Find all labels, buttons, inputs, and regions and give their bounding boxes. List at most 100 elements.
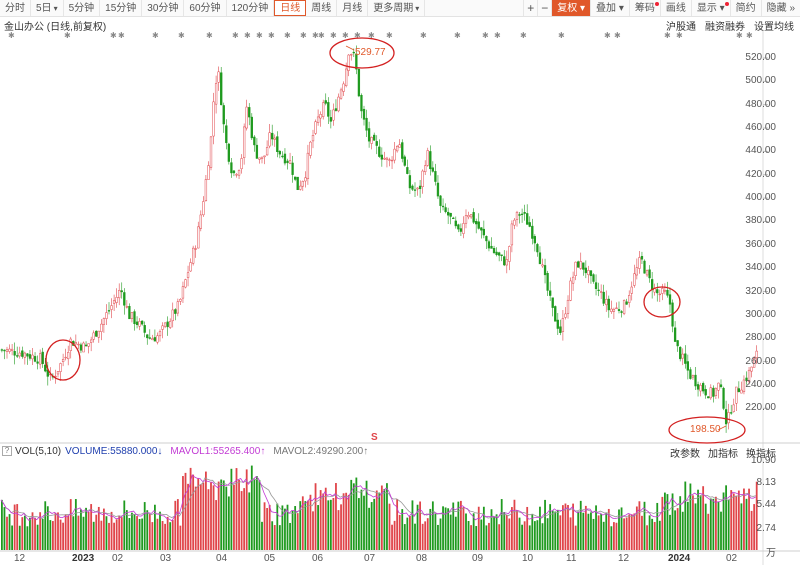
- period-tab-label: 5日: [36, 3, 52, 14]
- candle-body: [444, 207, 447, 213]
- candle-body: [301, 181, 304, 187]
- candle-body: [490, 245, 493, 249]
- volume-bar: [194, 486, 197, 550]
- volume-bar: [462, 507, 465, 550]
- event-marker-icon: ✱: [454, 31, 461, 40]
- event-marker-icon: ✱: [110, 31, 117, 40]
- volume-value-text: VOLUME:55880.000: [65, 445, 158, 457]
- period-tab-9[interactable]: 月线: [337, 0, 369, 16]
- candle-body: [31, 354, 34, 360]
- candle-body: [365, 117, 368, 131]
- candle-body: [380, 154, 384, 160]
- candle-body: [329, 117, 333, 122]
- candle-body: [345, 68, 348, 87]
- volume-bar: [403, 524, 406, 550]
- volume-bar: [674, 510, 676, 550]
- candle-body: [87, 343, 90, 347]
- period-tab-label: 120分钟: [231, 3, 269, 14]
- volume-bar: [332, 497, 335, 550]
- volume-bar: [95, 514, 98, 550]
- candle-body: [503, 256, 506, 266]
- event-marker-icon: ✱: [268, 31, 275, 40]
- period-tab-7[interactable]: 日线: [274, 0, 307, 16]
- period-tab-5[interactable]: 60分钟: [184, 0, 227, 16]
- zoom-in-button[interactable]: +: [523, 0, 537, 16]
- candle-body: [538, 252, 542, 265]
- chips-button[interactable]: 筹码: [628, 0, 660, 16]
- volume-bar: [426, 518, 429, 550]
- add-indicator-link[interactable]: 加指标: [708, 449, 738, 460]
- candle-body: [396, 145, 399, 152]
- volume-bar: [159, 511, 161, 550]
- display-button[interactable]: 显示 ▾: [690, 0, 730, 16]
- volume-bar: [304, 501, 307, 550]
- switch-indicator-link[interactable]: 换指标: [746, 449, 776, 460]
- event-marker-icon: ✱: [368, 31, 375, 40]
- period-tab-2[interactable]: 5分钟: [64, 0, 101, 16]
- zoom-out-button[interactable]: −: [537, 0, 551, 16]
- margin-trading-link[interactable]: 融资融券: [705, 22, 745, 33]
- event-marker-icon: ✱: [330, 31, 337, 40]
- candle-body: [413, 189, 417, 191]
- period-tab-1[interactable]: 5日 ▾: [31, 0, 64, 16]
- help-icon[interactable]: ?: [2, 446, 12, 456]
- set-ma-link[interactable]: 设置均线: [754, 22, 794, 33]
- candle-body: [82, 342, 85, 353]
- time-axis-label: 2023: [72, 553, 95, 564]
- volume-bar: [227, 496, 230, 550]
- candle-body: [633, 273, 636, 286]
- period-tab-8[interactable]: 周线: [306, 0, 338, 16]
- candle-body: [610, 308, 613, 312]
- change-params-link[interactable]: 改参数: [670, 449, 700, 460]
- candle-body: [120, 290, 123, 293]
- fuquan-button[interactable]: 复权 ▾: [551, 0, 591, 16]
- period-tab-0[interactable]: 分时: [0, 0, 31, 16]
- candle-body: [67, 352, 70, 360]
- candle-body: [487, 241, 491, 249]
- stock-name: 金山办公 (日线,前复权): [4, 22, 107, 33]
- volume-bar: [707, 513, 710, 550]
- candle-body: [79, 344, 83, 351]
- candle-body: [322, 102, 325, 117]
- arrow-up-icon: ↑: [363, 445, 369, 457]
- volume-bar: [681, 511, 684, 550]
- volume-bar: [97, 506, 100, 550]
- candle-body: [462, 223, 465, 234]
- period-tab-4[interactable]: 30分钟: [142, 0, 185, 16]
- period-tab-6[interactable]: 120分钟: [227, 0, 275, 16]
- period-tab-3[interactable]: 15分钟: [100, 0, 143, 16]
- volume-bar: [431, 501, 434, 550]
- candle-body: [176, 301, 179, 314]
- volume-bar: [533, 521, 536, 550]
- candle-body: [385, 157, 389, 160]
- hsgt-link[interactable]: 沪股通: [666, 22, 696, 33]
- event-marker-icon: ✱: [676, 31, 683, 40]
- mavol1-line: [0, 474, 756, 522]
- volume-bar: [291, 510, 294, 550]
- time-axis-label: 07: [364, 553, 376, 564]
- volume-axis-label: 5.44: [756, 499, 776, 510]
- hide-button[interactable]: 隐藏 »: [760, 0, 800, 16]
- candle-body: [288, 160, 292, 164]
- candle-body: [77, 343, 80, 346]
- notification-dot: [654, 2, 659, 6]
- candle-body: [449, 212, 452, 217]
- volume-bar: [498, 524, 501, 550]
- volume-bar: [345, 492, 348, 550]
- candle-body: [194, 248, 197, 250]
- overlay-button[interactable]: 叠加 ▾: [590, 0, 629, 16]
- price-high-label: 529.77: [355, 47, 386, 58]
- period-tab-10[interactable]: 更多周期 ▾: [368, 0, 426, 16]
- volume-bar: [278, 525, 281, 550]
- simple-button[interactable]: 简约: [729, 0, 761, 16]
- volume-axis-label: 10.90: [750, 455, 776, 466]
- volume-bar: [52, 521, 54, 550]
- volume-bar: [623, 518, 625, 550]
- hide-label: 隐藏: [766, 3, 787, 14]
- volume-bar: [600, 513, 603, 550]
- candle-body: [26, 353, 29, 357]
- volume-bar: [633, 513, 636, 550]
- candle-body: [441, 205, 445, 208]
- draw-line-button[interactable]: 画线: [659, 0, 691, 16]
